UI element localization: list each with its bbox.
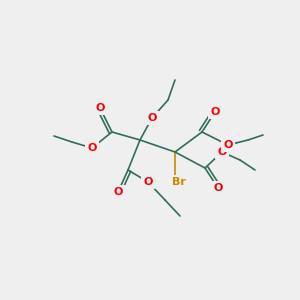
Text: O: O — [217, 147, 227, 157]
Text: Br: Br — [172, 177, 186, 187]
Text: O: O — [95, 103, 105, 113]
Text: O: O — [113, 187, 123, 197]
Text: O: O — [143, 177, 153, 187]
Text: O: O — [210, 107, 220, 117]
Text: O: O — [87, 143, 97, 153]
Text: O: O — [213, 183, 223, 193]
Text: O: O — [147, 113, 157, 123]
Text: O: O — [223, 140, 233, 150]
